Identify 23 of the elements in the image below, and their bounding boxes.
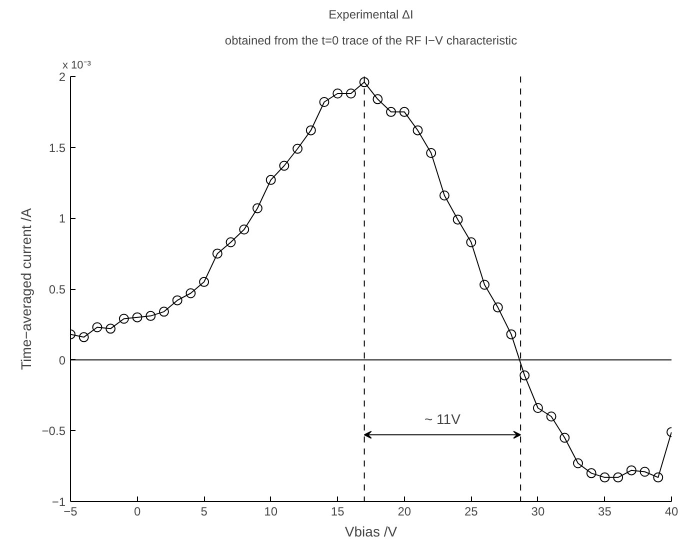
x-tick-label: 10 <box>264 504 278 518</box>
y-tick-label: 0.5 <box>48 282 66 296</box>
y-axis-title: Time−averaged current /A <box>18 207 34 370</box>
y-tick-label: 0 <box>58 353 66 368</box>
y-tick-label: 1.5 <box>48 140 66 155</box>
annotation: ~ 11V <box>424 410 462 427</box>
y-tick-label: −0.5 <box>42 424 66 438</box>
x-axis-title: Vbias /V <box>344 524 398 540</box>
chart-title: Experimental ΔI <box>328 8 414 22</box>
x-tick-label: 25 <box>464 504 478 518</box>
x-tick-label: 40 <box>664 504 678 518</box>
chart-subtitle: obtained from the t=0 trace of the RF I−V characteristic <box>224 34 518 48</box>
y-tick-label: −1 <box>52 495 66 509</box>
x-tick-label: 5 <box>200 504 208 518</box>
x-tick-label: −5 <box>64 504 78 518</box>
y-tick-label: 2 <box>58 70 66 84</box>
x-tick-label: 20 <box>398 504 412 518</box>
x-tick-label: 15 <box>330 504 345 518</box>
text: x 10⁻³ <box>62 60 92 72</box>
x-tick-label: 0 <box>134 504 141 518</box>
x-tick-label: 35 <box>598 504 612 518</box>
y-tick-label: 1 <box>58 212 66 226</box>
x-tick-label: 30 <box>531 504 545 518</box>
